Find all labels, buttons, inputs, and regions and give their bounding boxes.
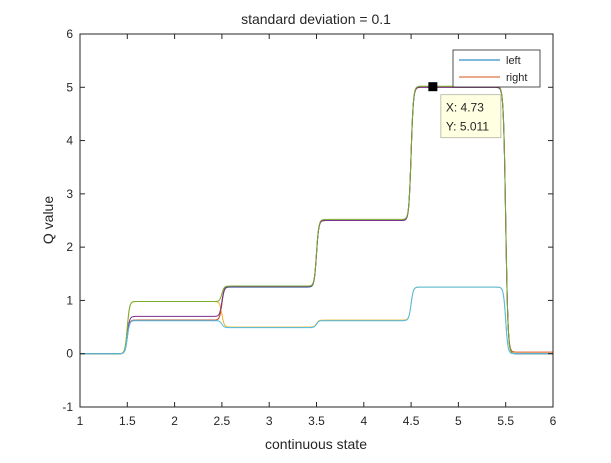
datatip-marker[interactable] bbox=[428, 82, 438, 92]
datatip-x-text: X: 4.73 bbox=[446, 101, 484, 115]
x-tick-label: 1 bbox=[77, 414, 84, 428]
series-line-series-6[interactable] bbox=[80, 286, 553, 355]
y-tick-label: 4 bbox=[66, 134, 73, 148]
ticks-layer: 1 1.5 2 2.5 3 3.5 4 4.5 5 5.5 6 -1 0 1 2 3 4 5 6 bbox=[62, 27, 556, 428]
datatip-y-text: Y: 5.011 bbox=[446, 120, 489, 134]
x-tick-label: 2 bbox=[171, 414, 178, 428]
x-tick-label: 3.5 bbox=[308, 414, 325, 428]
x-axis-label: continuous state bbox=[265, 436, 367, 452]
legend-box bbox=[452, 49, 541, 88]
y-tick-label: -1 bbox=[62, 400, 73, 414]
chart-title: standard deviation = 0.1 bbox=[241, 11, 391, 27]
x-tick-label: 3 bbox=[266, 414, 273, 428]
datatip[interactable]: X: 4.73 Y: 5.011 bbox=[428, 82, 502, 139]
x-tick-label: 5 bbox=[455, 414, 462, 428]
x-tick-label: 4.5 bbox=[403, 414, 420, 428]
x-tick-label: 2.5 bbox=[214, 414, 231, 428]
x-tick-label: 6 bbox=[550, 414, 557, 428]
y-tick-label: 5 bbox=[66, 80, 73, 94]
x-tick-label: 1.5 bbox=[119, 414, 136, 428]
y-axis-label: Q value bbox=[40, 196, 56, 244]
y-tick-label: 6 bbox=[66, 27, 73, 41]
legend-label-left: left bbox=[506, 55, 521, 67]
axes-box bbox=[79, 33, 554, 408]
y-tick-label: 2 bbox=[66, 240, 73, 254]
axes-background bbox=[80, 34, 553, 407]
y-tick-label: 3 bbox=[66, 187, 73, 201]
y-tick-label: 1 bbox=[66, 293, 73, 307]
legend[interactable]: left right bbox=[452, 49, 541, 88]
datatip-box bbox=[440, 94, 502, 139]
x-tick-label: 4 bbox=[360, 414, 367, 428]
y-tick-label: 0 bbox=[66, 347, 73, 361]
x-tick-label: 5.5 bbox=[497, 414, 514, 428]
legend-label-right: right bbox=[506, 72, 527, 84]
